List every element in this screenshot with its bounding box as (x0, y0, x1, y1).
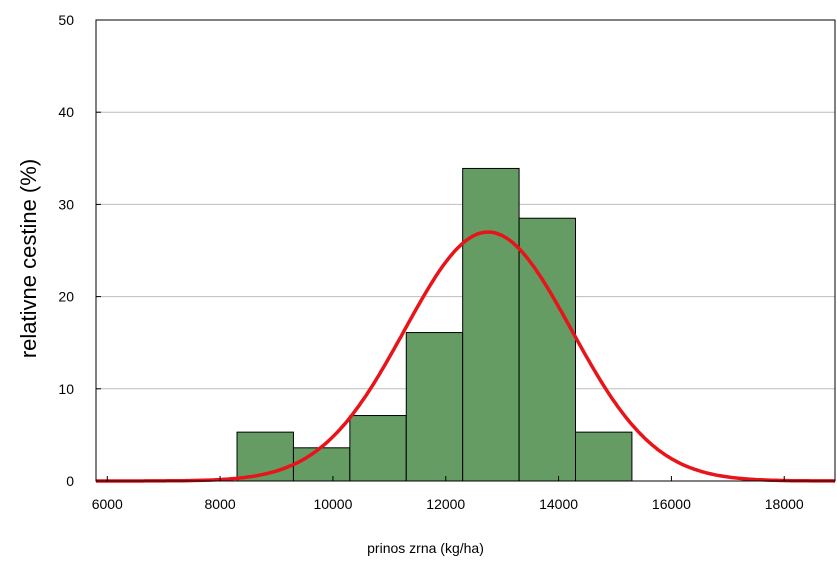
y-tick-label: 20 (58, 289, 74, 305)
y-axis-ticks: 0 10 20 30 40 50 (58, 12, 101, 489)
histogram-bar (292, 447, 351, 482)
x-axis-title: prinos zrna (kg/ha) (367, 540, 484, 556)
x-tick-label: 10000 (313, 496, 352, 512)
histogram-bar (575, 431, 633, 482)
y-tick-label: 0 (66, 473, 74, 489)
x-tick-label: 8000 (205, 496, 236, 512)
y-tick-label: 30 (58, 196, 74, 212)
histogram-bars (236, 167, 633, 482)
plot-frame (95, 19, 836, 482)
y-axis-title: relativne cestine (%) (16, 159, 41, 358)
x-tick-label: 18000 (765, 496, 804, 512)
y-tick-label: 40 (58, 104, 74, 120)
x-tick-label: 14000 (539, 496, 578, 512)
histogram-bar (405, 332, 464, 482)
x-tick-label: 6000 (92, 496, 123, 512)
y-tick-label: 10 (58, 381, 74, 397)
x-axis-ticks: 6000 8000 10000 12000 14000 16000 18000 (92, 476, 804, 512)
histogram-bar (349, 415, 407, 482)
histogram-bar (462, 167, 520, 482)
x-tick-label: 12000 (426, 496, 465, 512)
normal-curve (96, 230, 836, 483)
x-tick-label: 16000 (652, 496, 691, 512)
y-tick-label: 50 (58, 12, 74, 28)
